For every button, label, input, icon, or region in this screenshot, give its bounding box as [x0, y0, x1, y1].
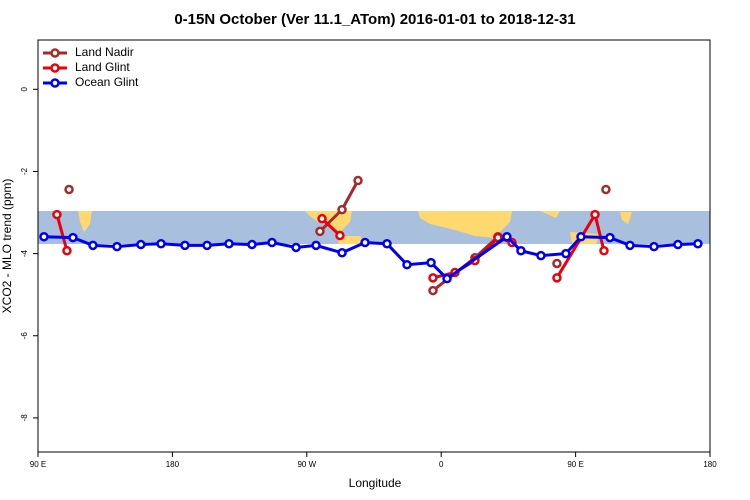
y-tick-label: -4: [20, 249, 29, 257]
point: [291, 242, 301, 253]
point: [516, 245, 526, 256]
point: [493, 232, 503, 243]
point: [267, 237, 277, 248]
legend-marker: [50, 78, 60, 88]
x-tick-label: 90 E: [567, 460, 583, 469]
point: [88, 240, 98, 251]
y-tick-label: -2: [20, 167, 29, 175]
point: [335, 230, 345, 241]
x-tick-label: 90 E: [30, 460, 46, 469]
point: [180, 240, 190, 251]
y-tick-label: -6: [20, 332, 29, 340]
point: [224, 238, 234, 249]
point: [601, 184, 611, 195]
point: [552, 273, 562, 283]
point: [599, 245, 609, 256]
legend-label: Ocean Glint: [75, 75, 139, 89]
y-tick-label: 0: [20, 87, 29, 92]
point: [315, 226, 325, 237]
point: [649, 241, 659, 252]
point: [353, 175, 363, 186]
y-axis-label: XCO2 - MLO trend (ppm): [0, 179, 14, 314]
point: [428, 273, 438, 283]
point: [311, 240, 321, 251]
land: [540, 211, 560, 218]
land: [78, 211, 92, 232]
point: [426, 257, 436, 268]
point: [561, 248, 571, 259]
point: [337, 204, 347, 215]
point: [442, 273, 452, 284]
land: [418, 211, 512, 238]
x-tick-label: 180: [703, 460, 717, 469]
point: [360, 237, 370, 248]
point: [202, 240, 212, 251]
land: [338, 236, 366, 244]
point: [552, 258, 562, 269]
point: [247, 239, 257, 250]
plot-frame: [37, 39, 711, 453]
legend-label: Land Glint: [75, 60, 130, 74]
legend-marker: [50, 63, 60, 73]
land: [620, 212, 632, 224]
x-axis-label: Longitude: [349, 476, 402, 490]
x-tick-label: 180: [166, 460, 180, 469]
point: [428, 285, 438, 296]
point: [536, 250, 546, 261]
point: [382, 238, 392, 249]
point: [402, 259, 412, 270]
point: [693, 238, 703, 249]
point: [112, 241, 122, 252]
point: [337, 248, 347, 258]
point: [625, 240, 635, 251]
point: [68, 232, 78, 243]
point: [156, 238, 166, 249]
point: [673, 239, 683, 250]
point: [136, 239, 146, 250]
y-tick-label: -8: [20, 414, 29, 422]
x-tick-label: 0: [439, 460, 444, 469]
point: [39, 232, 49, 242]
point: [605, 232, 615, 243]
legend-label: Land Nadir: [75, 45, 134, 59]
legend-marker: [50, 48, 60, 58]
series-line: [55, 210, 606, 280]
point: [502, 232, 512, 242]
point: [64, 184, 74, 195]
point: [590, 209, 600, 220]
point: [62, 245, 72, 256]
x-tick-label: 90 W: [297, 460, 316, 469]
point: [317, 213, 327, 224]
point: [52, 209, 62, 220]
chart-title: 0-15N October (Ver 11.1_ATom) 2016-01-01…: [174, 11, 575, 28]
point: [576, 232, 586, 242]
